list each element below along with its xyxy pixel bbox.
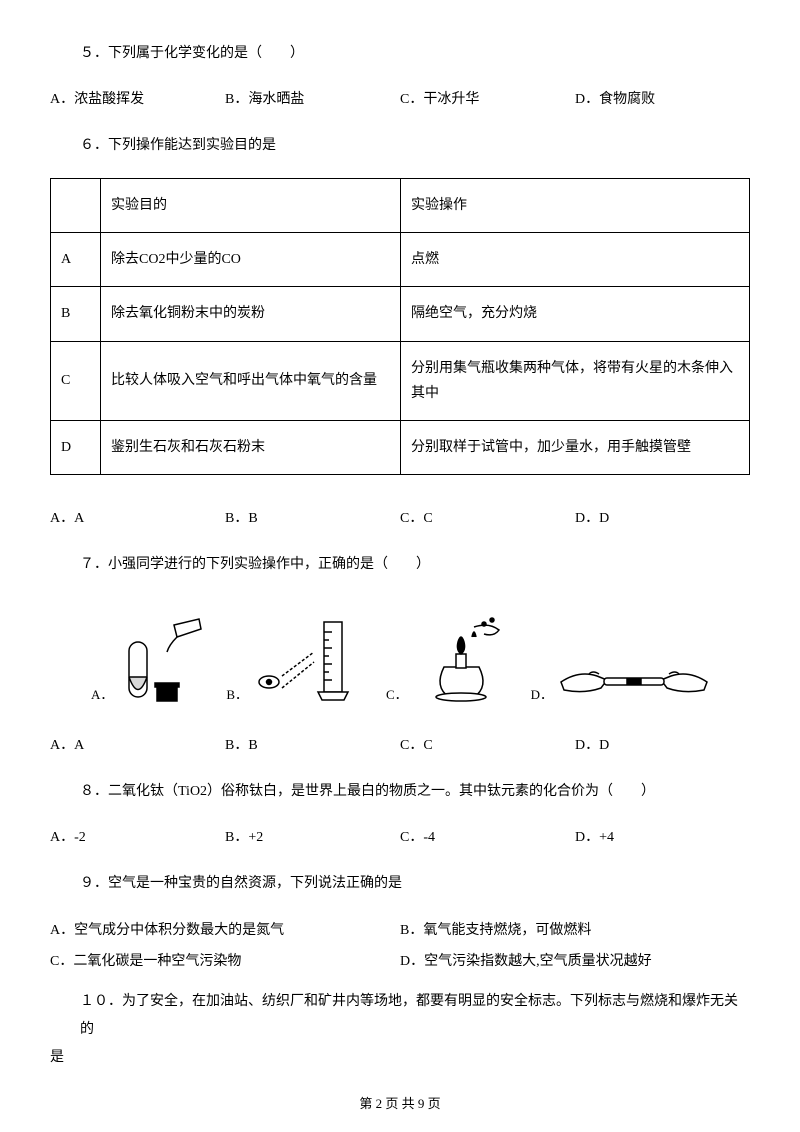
q6-option-a: A．A bbox=[50, 505, 225, 533]
q6-option-c: C．C bbox=[400, 505, 575, 533]
figure-b-label: B． bbox=[226, 684, 248, 703]
figure-d: D． bbox=[531, 652, 709, 707]
row-b-label: B bbox=[51, 287, 101, 341]
q9-option-c: C．二氧化碳是一种空气污染物 bbox=[50, 947, 400, 978]
row-a-purpose: 除去CO2中少量的CO bbox=[101, 233, 401, 287]
question-10-text-line2: 是 bbox=[50, 1044, 750, 1072]
table-row: D 鉴别生石灰和石灰石粉末 分别取样于试管中，加少量水，用手触摸管壁 bbox=[51, 420, 750, 474]
row-b-op: 隔绝空气，充分灼烧 bbox=[401, 287, 750, 341]
q8-option-c: C．-4 bbox=[400, 824, 575, 852]
q8-option-a: A．-2 bbox=[50, 824, 225, 852]
alcohol-lamp-icon bbox=[414, 612, 509, 707]
question-9-options: A．空气成分中体积分数最大的是氮气 B．氧气能支持燃烧，可做燃料 C．二氧化碳是… bbox=[50, 916, 750, 978]
row-d-label: D bbox=[51, 420, 101, 474]
q5-option-a: A．浓盐酸挥发 bbox=[50, 86, 225, 114]
question-7-text: ７．小强同学进行的下列实验操作中，正确的是（ ） bbox=[50, 551, 750, 579]
experiment-table: 实验目的 实验操作 A 除去CO2中少量的CO 点燃 B 除去氧化铜粉末中的炭粉… bbox=[50, 178, 750, 475]
pouring-liquid-icon bbox=[119, 617, 204, 707]
q7-option-c: C．C bbox=[400, 732, 575, 760]
page-footer: 第 2 页 共 9 页 bbox=[0, 1093, 800, 1112]
graduated-cylinder-icon bbox=[254, 612, 364, 707]
figure-a: A． bbox=[91, 617, 204, 707]
figure-c-label: C． bbox=[386, 684, 408, 703]
row-a-op: 点燃 bbox=[401, 233, 750, 287]
figure-b: B． bbox=[226, 612, 364, 707]
question-9-text: ９．空气是一种宝贵的自然资源，下列说法正确的是 bbox=[50, 870, 750, 898]
q7-option-a: A．A bbox=[50, 732, 225, 760]
q6-option-d: D．D bbox=[575, 505, 750, 533]
question-5-text: ５．下列属于化学变化的是（ ） bbox=[50, 40, 750, 68]
q7-option-b: B．B bbox=[225, 732, 400, 760]
question-10-text-line1: １０．为了安全，在加油站、纺织厂和矿井内等场地，都要有明显的安全标志。下列标志与… bbox=[50, 988, 750, 1044]
q9-option-d: D．空气污染指数越大,空气质量状况越好 bbox=[400, 947, 750, 978]
q6-option-b: B．B bbox=[225, 505, 400, 533]
q5-option-b: B．海水晒盐 bbox=[225, 86, 400, 114]
question-8-options: A．-2 B．+2 C．-4 D．+4 bbox=[50, 824, 750, 852]
q9-option-a: A．空气成分中体积分数最大的是氮气 bbox=[50, 916, 400, 947]
q7-option-d: D．D bbox=[575, 732, 750, 760]
q9-option-b: B．氧气能支持燃烧，可做燃料 bbox=[400, 916, 750, 947]
table-row: C 比较人体吸入空气和呼出气体中氧气的含量 分别用集气瓶收集两种气体，将带有火星… bbox=[51, 341, 750, 420]
q8-option-d: D．+4 bbox=[575, 824, 750, 852]
row-d-purpose: 鉴别生石灰和石灰石粉末 bbox=[101, 420, 401, 474]
question-6-options: A．A B．B C．C D．D bbox=[50, 505, 750, 533]
table-row: B 除去氧化铜粉末中的炭粉 隔绝空气，充分灼烧 bbox=[51, 287, 750, 341]
table-header-row: 实验目的 实验操作 bbox=[51, 179, 750, 233]
header-purpose: 实验目的 bbox=[101, 179, 401, 233]
question-6-text: ６．下列操作能达到实验目的是 bbox=[50, 132, 750, 160]
row-c-op: 分别用集气瓶收集两种气体，将带有火星的木条伸入其中 bbox=[401, 341, 750, 420]
row-d-op: 分别取样于试管中，加少量水，用手触摸管壁 bbox=[401, 420, 750, 474]
row-a-label: A bbox=[51, 233, 101, 287]
q8-option-b: B．+2 bbox=[225, 824, 400, 852]
question-5-options: A．浓盐酸挥发 B．海水晒盐 C．干冰升华 D．食物腐败 bbox=[50, 86, 750, 114]
header-operation: 实验操作 bbox=[401, 179, 750, 233]
hands-holding-icon bbox=[559, 652, 709, 707]
q5-option-d: D．食物腐败 bbox=[575, 86, 750, 114]
experiment-figures: A． B． bbox=[80, 597, 720, 707]
figure-c: C． bbox=[386, 612, 509, 707]
row-b-purpose: 除去氧化铜粉末中的炭粉 bbox=[101, 287, 401, 341]
figure-a-label: A． bbox=[91, 684, 113, 703]
row-c-label: C bbox=[51, 341, 101, 420]
table-row: A 除去CO2中少量的CO 点燃 bbox=[51, 233, 750, 287]
row-c-purpose: 比较人体吸入空气和呼出气体中氧气的含量 bbox=[101, 341, 401, 420]
figure-d-label: D． bbox=[531, 684, 553, 703]
question-7-options: A．A B．B C．C D．D bbox=[50, 732, 750, 760]
q5-option-c: C．干冰升华 bbox=[400, 86, 575, 114]
question-10: １０．为了安全，在加油站、纺织厂和矿井内等场地，都要有明显的安全标志。下列标志与… bbox=[50, 988, 750, 1072]
header-blank bbox=[51, 179, 101, 233]
question-8-text: ８．二氧化钛（TiO2）俗称钛白，是世界上最白的物质之一。其中钛元素的化合价为（… bbox=[50, 778, 750, 806]
